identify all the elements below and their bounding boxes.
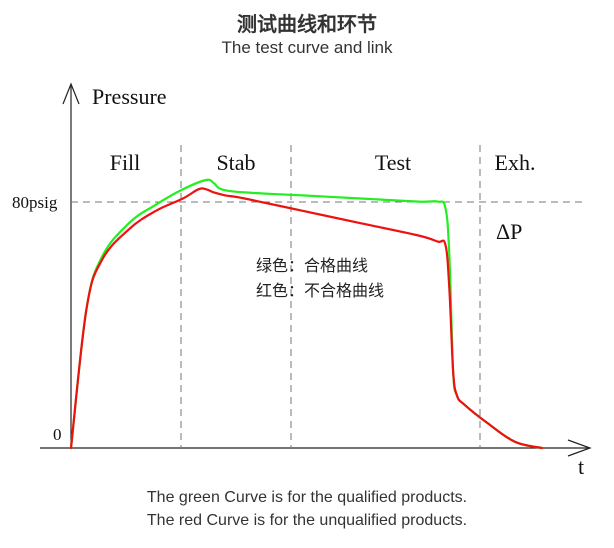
delta-p-label: ΔP xyxy=(496,219,522,244)
phase-label-fill: Fill xyxy=(110,150,141,175)
x-axis-label: t xyxy=(578,454,584,479)
y-axis-label: Pressure xyxy=(92,84,167,109)
y-tick-label-80psig: 80psig xyxy=(12,193,58,212)
chart-title-en: The test curve and link xyxy=(221,38,393,57)
phase-label-test: Test xyxy=(375,150,411,175)
phase-label-stab: Stab xyxy=(216,150,255,175)
series-line-unqualified xyxy=(69,187,543,450)
x-axis-arrow xyxy=(567,439,592,457)
chart-title-cn: 测试曲线和环节 xyxy=(237,12,377,36)
caption-red: The red Curve is for the unqualified pro… xyxy=(146,512,468,529)
phase-label-exh: Exh. xyxy=(495,150,536,175)
y-axis-arrow xyxy=(62,82,80,105)
caption-green: The green Curve is for the qualified pro… xyxy=(146,489,468,506)
legend-red-text: 红色：不合格曲线 xyxy=(256,281,384,300)
legend-green-text: 绿色：合格曲线 xyxy=(256,256,368,275)
y-tick-label-0: 0 xyxy=(53,425,62,444)
